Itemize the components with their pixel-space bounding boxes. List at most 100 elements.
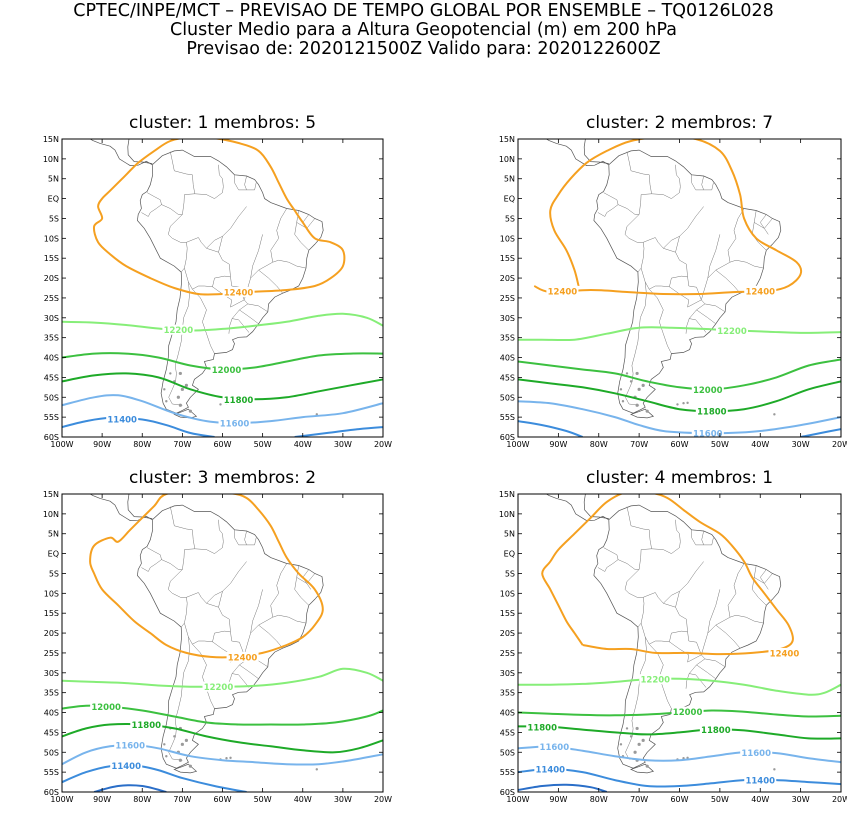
island-dot	[173, 735, 176, 738]
island-dot	[188, 409, 192, 413]
lon-label: 30W	[792, 440, 810, 449]
island-dot	[621, 400, 625, 403]
contour-label-bg	[671, 706, 704, 717]
country-border	[640, 237, 688, 290]
lon-label: 20W	[832, 440, 847, 449]
island-dot	[637, 742, 641, 746]
country-border	[675, 519, 681, 548]
lat-label: 10S	[44, 589, 59, 598]
coastline	[583, 494, 609, 519]
lat-label: EQ	[48, 195, 59, 204]
lat-label: 25S	[44, 649, 59, 658]
country-border	[729, 259, 764, 269]
contour-label: 11400	[536, 765, 566, 775]
header-line-2: Cluster Medio para a Altura Geopotencial…	[169, 20, 678, 40]
lat-label: 25S	[44, 294, 59, 303]
contour-line-11400	[62, 764, 247, 792]
country-border	[192, 644, 215, 709]
contour-line-12400	[92, 139, 346, 296]
lat-label: 20S	[500, 274, 515, 283]
island-dot	[184, 383, 188, 387]
contour-line-11600	[518, 745, 841, 764]
lon-label: 70W	[173, 795, 191, 804]
contour-line-11600	[62, 394, 383, 425]
contour-line-11400	[800, 428, 841, 437]
coastline	[137, 149, 324, 414]
lat-label: 60S	[44, 433, 59, 442]
lon-label: 90W	[93, 440, 111, 449]
contour-line-12000	[518, 358, 841, 391]
lon-label: 50W	[254, 440, 272, 449]
island-dot	[645, 764, 649, 768]
country-border	[626, 151, 652, 215]
contour-label-bg	[744, 285, 777, 296]
map-panel-cluster-3: cluster: 3 membros: 2 12400 12200 12000 118…	[43, 468, 392, 804]
lon-label: 50W	[711, 795, 729, 804]
country-border	[688, 299, 707, 333]
country-border	[669, 631, 702, 663]
lon-label: 40W	[294, 440, 312, 449]
lon-label: 80W	[590, 795, 608, 804]
contour-label-bg	[90, 701, 123, 712]
coastline	[545, 139, 609, 166]
contour-label-bg	[740, 747, 773, 758]
lat-label: 60S	[500, 433, 515, 442]
island-dot	[773, 413, 776, 416]
coastline	[583, 139, 609, 164]
country-border	[651, 547, 680, 554]
island-dot	[225, 757, 228, 760]
lat-label: 30S	[44, 669, 59, 678]
contour-label-bg	[110, 760, 143, 771]
lon-label: 30W	[792, 795, 810, 804]
country-border	[688, 654, 707, 688]
country-border	[704, 303, 726, 313]
coastline	[593, 149, 782, 414]
contour-label: 12200	[640, 676, 670, 686]
lat-label: 50S	[500, 393, 515, 402]
lon-label: 80W	[133, 440, 151, 449]
country-border	[729, 614, 764, 624]
lat-label: 55S	[44, 768, 59, 777]
country-border	[695, 537, 714, 546]
contour-label-bg	[699, 724, 732, 735]
contour-line-12400	[541, 494, 794, 656]
map-panel-cluster-1: cluster: 1 membros: 5 12400 12200 12000 118…	[43, 113, 392, 449]
country-border	[691, 174, 696, 191]
country-border	[161, 559, 188, 628]
contour-line-11800	[62, 722, 383, 754]
contour-label: 11800	[224, 396, 254, 406]
contour-label: 11800	[527, 723, 557, 733]
contour-label-bg	[130, 719, 163, 730]
panel-title: cluster: 2 membros: 7	[585, 113, 774, 133]
contour-line-11600	[518, 400, 841, 435]
island-dot	[625, 372, 629, 375]
country-border	[243, 234, 263, 300]
lon-label: 50W	[254, 795, 272, 804]
contour-line-12400	[533, 139, 803, 296]
coastline	[127, 139, 153, 164]
country-border	[685, 673, 690, 689]
country-border	[701, 530, 704, 545]
lat-label: EQ	[504, 195, 515, 204]
lat-label: EQ	[504, 550, 515, 559]
contour-line-11200	[518, 783, 608, 792]
country-border	[704, 658, 726, 668]
island-dot	[178, 758, 182, 762]
contour-label-bg	[526, 721, 559, 732]
lat-label: 60S	[44, 788, 59, 797]
contour-line-12200	[518, 326, 841, 342]
island-dot	[229, 756, 232, 760]
country-border	[597, 547, 619, 572]
lat-label: 15N	[499, 490, 515, 499]
lat-label: 5S	[505, 569, 515, 578]
lat-label: 45S	[500, 728, 515, 737]
country-border	[206, 591, 223, 604]
contour-label-bg	[162, 324, 195, 335]
contour-label: 12400	[228, 653, 258, 663]
country-border	[272, 259, 307, 269]
contour-label: 12400	[548, 287, 578, 297]
contour-line-12400	[89, 494, 324, 659]
contour-label-bg	[744, 775, 777, 786]
country-border	[675, 164, 681, 193]
island-dot	[629, 735, 633, 738]
